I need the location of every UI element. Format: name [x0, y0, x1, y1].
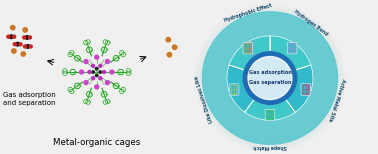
Ellipse shape — [9, 35, 13, 38]
Ellipse shape — [105, 81, 110, 85]
Ellipse shape — [23, 36, 26, 39]
Polygon shape — [286, 65, 313, 112]
Ellipse shape — [16, 42, 20, 46]
Ellipse shape — [203, 12, 338, 144]
Ellipse shape — [243, 52, 297, 104]
Ellipse shape — [12, 35, 15, 38]
Text: Hydrophobic Effect: Hydrophobic Effect — [224, 3, 273, 23]
Ellipse shape — [11, 25, 15, 30]
FancyBboxPatch shape — [265, 109, 275, 121]
Ellipse shape — [7, 35, 10, 38]
Ellipse shape — [99, 77, 102, 80]
Ellipse shape — [23, 28, 27, 32]
Ellipse shape — [166, 38, 170, 42]
Text: Gas adsorption
and separation: Gas adsorption and separation — [3, 92, 55, 106]
Ellipse shape — [88, 71, 91, 74]
Ellipse shape — [167, 53, 172, 57]
Ellipse shape — [91, 77, 94, 80]
Ellipse shape — [172, 45, 177, 49]
Text: Like Dissolves Like: Like Dissolves Like — [194, 75, 214, 123]
Ellipse shape — [80, 70, 84, 74]
FancyBboxPatch shape — [287, 43, 297, 54]
Ellipse shape — [84, 81, 88, 85]
Ellipse shape — [23, 45, 26, 48]
Ellipse shape — [96, 74, 98, 77]
Ellipse shape — [26, 45, 29, 48]
Polygon shape — [245, 99, 295, 120]
Polygon shape — [270, 36, 311, 70]
Ellipse shape — [84, 60, 88, 63]
Ellipse shape — [99, 71, 101, 73]
FancyBboxPatch shape — [243, 43, 253, 54]
Text: Metal-organic cages: Metal-organic cages — [53, 138, 140, 147]
Ellipse shape — [102, 71, 105, 74]
FancyBboxPatch shape — [301, 84, 311, 95]
Text: Shape Match: Shape Match — [253, 144, 287, 149]
Text: Hydrogen Bond: Hydrogen Bond — [293, 9, 329, 37]
Ellipse shape — [110, 70, 114, 74]
Text: Gas separation: Gas separation — [249, 80, 291, 85]
Polygon shape — [229, 36, 270, 70]
Ellipse shape — [13, 43, 16, 46]
Ellipse shape — [19, 43, 22, 46]
Ellipse shape — [250, 59, 290, 98]
FancyBboxPatch shape — [229, 84, 239, 95]
Ellipse shape — [95, 85, 99, 89]
Ellipse shape — [105, 60, 110, 63]
Text: Gas adsorption: Gas adsorption — [248, 70, 291, 75]
Text: Active Metal Site: Active Metal Site — [327, 77, 345, 121]
Ellipse shape — [91, 64, 94, 67]
Ellipse shape — [12, 49, 16, 53]
Ellipse shape — [201, 11, 339, 146]
Ellipse shape — [203, 12, 338, 144]
Ellipse shape — [21, 52, 25, 56]
Ellipse shape — [95, 55, 99, 59]
Ellipse shape — [29, 45, 32, 48]
Ellipse shape — [248, 57, 292, 100]
Ellipse shape — [25, 36, 29, 39]
Ellipse shape — [28, 36, 31, 39]
Ellipse shape — [92, 71, 94, 73]
Ellipse shape — [96, 67, 98, 70]
Ellipse shape — [99, 64, 102, 67]
Polygon shape — [227, 65, 254, 112]
